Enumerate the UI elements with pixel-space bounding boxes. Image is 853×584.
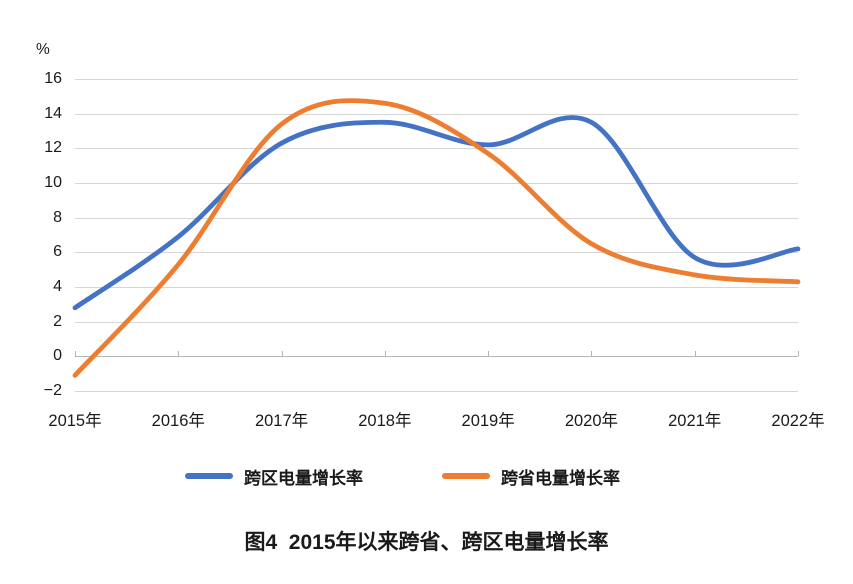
x-tick-label: 2016年 (151, 412, 205, 430)
legend-swatch-icon (442, 473, 490, 479)
x-tick-label: 2020年 (564, 412, 619, 430)
gridline (75, 321, 798, 323)
y-tick-label: −2 (43, 382, 62, 399)
x-axis-line (75, 356, 798, 358)
axis-tick-mark (591, 351, 593, 357)
gridline (75, 113, 798, 115)
gridline (75, 391, 798, 392)
chart-caption: 图4 2015年以来跨省、跨区电量增长率 (244, 531, 609, 554)
legend-item: 跨省电量增长率 (442, 469, 620, 488)
y-axis-unit-label: % (36, 41, 50, 58)
y-tick-label: 10 (44, 174, 62, 191)
y-tick-label: 8 (53, 208, 62, 226)
axis-tick-mark (488, 351, 490, 357)
y-tick-label: 12 (44, 139, 62, 157)
axis-tick-mark (75, 351, 76, 357)
x-tick-label: 2015年 (48, 412, 102, 430)
axis-tick-mark (798, 351, 799, 357)
series-line-跨区电量增长率 (72, 115, 801, 311)
series-line-跨省电量增长率 (72, 98, 801, 378)
legend-label: 跨省电量增长率 (501, 468, 620, 488)
plot-area (72, 98, 801, 378)
y-tick-label: 4 (53, 278, 62, 295)
y-tick-label: 2 (53, 312, 62, 330)
y-tick-label: 0 (53, 347, 62, 365)
x-tick-label: 2019年 (461, 412, 515, 430)
gridline (75, 183, 798, 184)
x-tick-label: 2022年 (771, 412, 825, 430)
x-tick-label: 2017年 (254, 412, 309, 430)
legend-item: 跨区电量增长率 (185, 469, 363, 488)
gridline (75, 79, 798, 80)
gridline (75, 287, 798, 288)
gridline (75, 252, 798, 254)
x-tick-label: 2018年 (358, 412, 412, 430)
y-tick-label: 16 (44, 70, 62, 87)
x-tick-label: 2021年 (668, 412, 722, 430)
legend-swatch-icon (185, 473, 233, 479)
axis-tick-mark (694, 351, 696, 357)
y-tick-label: 6 (53, 243, 62, 261)
legend-label: 跨区电量增长率 (244, 468, 363, 488)
y-tick-label: 14 (44, 104, 62, 122)
gridline (75, 148, 798, 150)
axis-tick-mark (384, 351, 386, 357)
axis-tick-mark (281, 351, 283, 357)
gridline (75, 217, 798, 219)
axis-tick-mark (178, 351, 180, 357)
